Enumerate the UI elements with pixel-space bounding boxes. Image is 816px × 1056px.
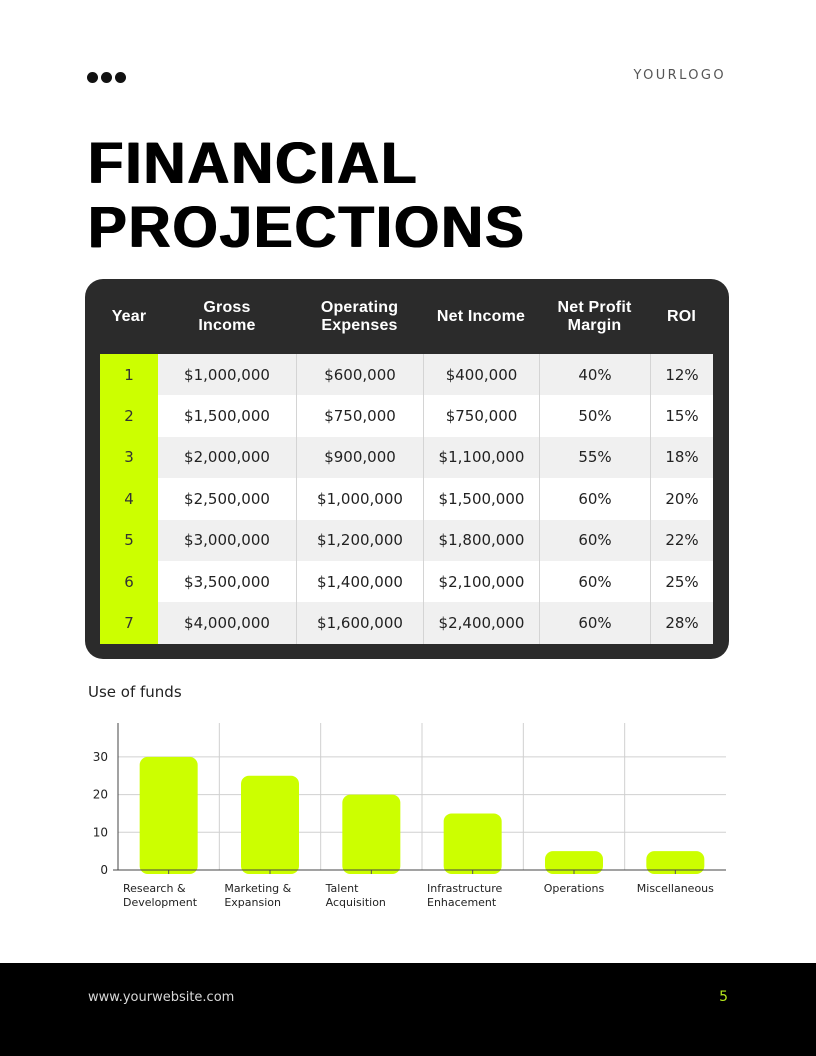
x-tick-label: Marketing &	[224, 882, 291, 895]
x-tick-label: Development	[123, 896, 198, 909]
table-cell: $600,000	[296, 354, 423, 396]
table-cell: 50%	[539, 395, 650, 437]
table-cell: 15%	[650, 395, 713, 437]
bar	[443, 813, 502, 874]
table-cell: 25%	[650, 560, 713, 603]
table-cell: 55%	[539, 436, 650, 479]
logo: YOURLOGO	[633, 68, 726, 83]
table-cell: 28%	[650, 602, 713, 644]
table-row: 6 $3,500,000 $1,400,000 $2,100,000 60% 25%	[100, 560, 713, 603]
table-row: 3 $2,000,000 $900,000 $1,100,000 55% 18%	[100, 436, 713, 479]
table-cell: $2,500,000	[158, 478, 296, 520]
column-header: Net Income	[436, 307, 526, 325]
y-tick-label: 10	[93, 825, 108, 839]
table-cell: $4,000,000	[158, 602, 296, 644]
table-cell: $2,100,000	[423, 560, 539, 603]
year-cell: 2	[100, 395, 158, 437]
table-cell: $3,500,000	[158, 560, 296, 603]
column-header: ROI	[666, 307, 697, 325]
table-cell: $400,000	[423, 354, 539, 396]
table-cell: $1,800,000	[423, 519, 539, 561]
table-cell: 40%	[539, 354, 650, 396]
y-tick-label: 30	[93, 750, 108, 764]
y-tick-label: 20	[93, 788, 108, 802]
x-tick-label: Talent	[325, 882, 359, 895]
table-cell: $1,600,000	[296, 602, 423, 644]
table-cell: 18%	[650, 436, 713, 479]
table-cell: $1,000,000	[296, 478, 423, 520]
column-header: Gross Income	[198, 298, 256, 334]
table-body: 1 $1,000,000 $600,000 $400,000 40% 12% 2 $1,500…	[100, 354, 713, 644]
table-cell: 12%	[650, 354, 713, 396]
bar	[241, 775, 299, 874]
table-row: 1 $1,000,000 $600,000 $400,000 40% 12%	[100, 354, 713, 396]
table-cell: $750,000	[296, 395, 423, 437]
year-cell: 1	[100, 354, 158, 396]
column-header: Net Profit Margin	[557, 298, 632, 334]
x-tick-label: Operations	[544, 882, 605, 895]
table-cell: $750,000	[423, 395, 539, 437]
x-tick-label: Miscellaneous	[637, 882, 714, 895]
page-title-line-2: PROJECTIONS	[88, 195, 526, 260]
dot	[87, 72, 98, 83]
dot	[101, 72, 112, 83]
table-cell: 20%	[650, 478, 713, 520]
table-cell: 60%	[539, 478, 650, 520]
table-cell: $2,400,000	[423, 602, 539, 644]
column-header: Year	[111, 307, 147, 325]
table-cell: $1,500,000	[158, 395, 296, 437]
x-tick-label: Enhacement	[427, 896, 497, 909]
table-cell: 60%	[539, 602, 650, 644]
bar	[646, 851, 705, 874]
dot	[115, 72, 126, 83]
bar	[545, 851, 603, 874]
bar	[342, 794, 401, 874]
column-header: Operating Expenses	[320, 298, 399, 334]
table-cell: 60%	[539, 560, 650, 603]
table-cell: $1,400,000	[296, 560, 423, 603]
year-cell: 6	[100, 560, 158, 603]
table-cell: 22%	[650, 519, 713, 561]
y-tick-label: 0	[100, 863, 108, 877]
x-tick-label: Acquisition	[326, 896, 386, 909]
table-cell: $1,200,000	[296, 519, 423, 561]
table-cell: $1,000,000	[158, 354, 296, 396]
footer: www.yourwebsite.com 5	[0, 963, 816, 1056]
table-cell: $2,000,000	[158, 436, 296, 479]
table-cell: $900,000	[296, 436, 423, 479]
page-number: 5	[719, 989, 728, 1005]
page-title: FINANCIAL PROJECTIONS	[88, 132, 526, 260]
table-row: 2 $1,500,000 $750,000 $750,000 50% 15%	[100, 395, 713, 437]
table-row: 4 $2,500,000 $1,000,000 $1,500,000 60% 20%	[100, 478, 713, 520]
year-cell: 3	[100, 436, 158, 479]
table-cell: $1,500,000	[423, 478, 539, 520]
page-title-line-1: FINANCIAL	[88, 131, 419, 196]
table-cell: 60%	[539, 519, 650, 561]
website-link[interactable]: www.yourwebsite.com	[88, 990, 235, 1005]
three-dots-icon	[87, 72, 126, 83]
financial-table: Year Gross Income Operating Expenses Net Inco…	[85, 279, 729, 659]
table-row: 7 $4,000,000 $1,600,000 $2,400,000 60% 28%	[100, 602, 713, 644]
table-cell: $1,100,000	[423, 436, 539, 479]
x-tick-label: Expansion	[224, 896, 281, 909]
bar	[139, 756, 198, 874]
table-header: Year Gross Income Operating Expenses Net Inco…	[100, 279, 713, 354]
year-cell: 5	[100, 519, 158, 561]
year-cell: 7	[100, 602, 158, 644]
x-tick-label: Infrastructure	[427, 882, 503, 895]
table-row: 5 $3,000,000 $1,200,000 $1,800,000 60% 22%	[100, 519, 713, 561]
table-cell: $3,000,000	[158, 519, 296, 561]
year-cell: 4	[100, 478, 158, 520]
x-tick-label: Research &	[123, 882, 186, 895]
chart-title: Use of funds	[88, 683, 182, 701]
